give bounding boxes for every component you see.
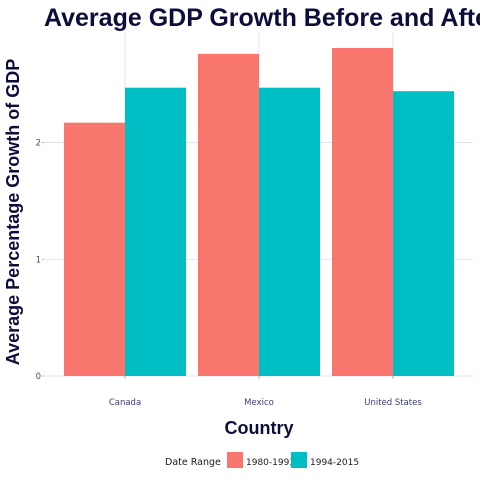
bar-united-states-1980-1993 <box>332 48 393 376</box>
y-axis-ticks: 0 1 2 <box>36 139 44 382</box>
bar-united-states-1994-2015 <box>393 91 454 377</box>
x-tick-label: Mexico <box>244 398 274 408</box>
bar-canada-1994-2015 <box>125 87 186 377</box>
legend-label-1980-1993: 1980-1993 <box>246 458 295 468</box>
y-tick-label: 2 <box>36 139 41 149</box>
y-tick-label: 0 <box>36 372 41 382</box>
legend-swatch-1980-1993 <box>227 452 243 468</box>
bar-canada-1980-1993 <box>64 122 125 377</box>
legend-title: Date Range <box>165 457 221 468</box>
x-tick-label: Canada <box>109 398 141 408</box>
chart-title: Average GDP Growth Before and After <box>44 4 480 32</box>
bar-mexico-1980-1993 <box>198 53 259 376</box>
y-axis-title: Average Percentage Growth of GDP <box>3 59 23 365</box>
bars <box>64 48 454 377</box>
legend-label-1994-2015: 1994-2015 <box>310 458 359 468</box>
x-axis-ticks: Canada Mexico United States <box>109 376 422 408</box>
legend-swatch-1994-2015 <box>291 452 307 468</box>
x-axis-title: Country <box>225 418 294 438</box>
legend: Date Range 1980-1993 1994-2015 <box>165 452 359 468</box>
bar-mexico-1994-2015 <box>259 87 320 377</box>
x-tick-label: United States <box>364 398 422 408</box>
y-tick-label: 1 <box>36 255 41 265</box>
